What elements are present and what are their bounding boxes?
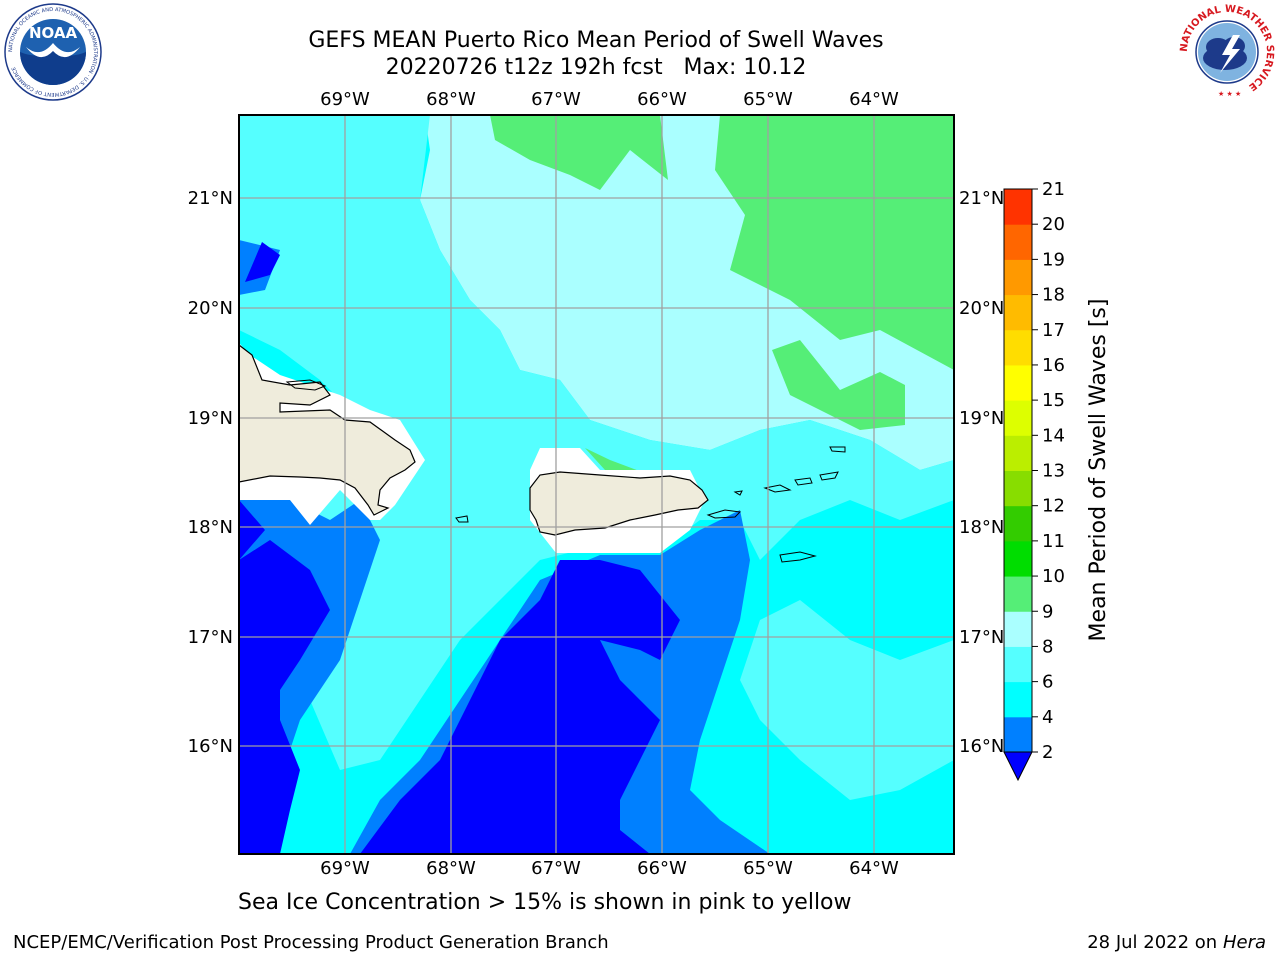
lon-label-top: 67°W: [531, 89, 581, 110]
contour-6-8-region: [740, 600, 954, 800]
colorbar-segment: [1004, 435, 1032, 471]
colorbar-tick-label: 21: [1042, 179, 1065, 200]
hispaniola-land: [238, 343, 416, 516]
colorbar-segment: [1004, 364, 1032, 401]
footer-date: 28 Jul 2022 on Hera: [1087, 932, 1266, 953]
footer-date-text: 28 Jul 2022 on: [1087, 932, 1223, 953]
colorbar-segment: [1004, 611, 1032, 647]
graticule: [239, 115, 954, 854]
colorbar-segment: [1004, 224, 1032, 260]
colorbar-segment: [1004, 189, 1032, 225]
lat-label-right: 16°N: [959, 736, 1004, 757]
lon-label-top: 64°W: [849, 89, 899, 110]
colorbar-segment: [1004, 259, 1032, 296]
contour-fills: [239, 115, 954, 854]
lon-label-bottom: 66°W: [637, 858, 687, 879]
colorbar-segment: [1004, 716, 1032, 753]
colorbar-extension: [1003, 751, 1033, 782]
colorbar-segment: [1004, 470, 1032, 507]
colorbar-label: Mean Period of Swell Waves [s]: [1086, 299, 1111, 642]
map-frame: [238, 114, 955, 855]
colorbar-tick-label: 6: [1042, 672, 1053, 693]
lon-label-bottom: 69°W: [320, 858, 370, 879]
lon-label-bottom: 67°W: [531, 858, 581, 879]
colorbar-segment: [1004, 505, 1032, 542]
lat-label-left: 17°N: [188, 627, 233, 648]
colorbar-segment: [1004, 400, 1032, 436]
contour-9-10-region: [585, 448, 650, 475]
lon-label-bottom: 64°W: [849, 858, 899, 879]
lat-label-right: 21°N: [959, 188, 1004, 209]
lat-label-left: 20°N: [188, 298, 233, 319]
colorbar-segment: [1004, 576, 1032, 612]
colorbar-segment: [1004, 681, 1032, 718]
lon-label-bottom: 65°W: [743, 858, 793, 879]
small-islands: [285, 379, 846, 563]
lon-label-top: 65°W: [743, 89, 793, 110]
chart-title-line1: GEFS MEAN Puerto Rico Mean Period of Swe…: [308, 28, 884, 53]
colorbar-tick-label: 20: [1042, 214, 1065, 235]
svg-text:★ ★ ★: ★ ★ ★: [1218, 90, 1241, 98]
contour-9-10-region: [490, 115, 668, 190]
colorbar-ticks: 2 4 6 8 9 10 11 12 13 14 15 16 17 18 19 20 21: [1032, 179, 1065, 763]
contour-2-4-region: [360, 560, 680, 854]
lat-label-right: 19°N: [959, 408, 1004, 429]
lon-label-top: 69°W: [320, 89, 370, 110]
colorbar-tick-label: 11: [1042, 531, 1065, 552]
lon-label-bottom: 68°W: [426, 858, 476, 879]
lat-label-right: 17°N: [959, 627, 1004, 648]
colorbar-segment: [1004, 329, 1032, 366]
footer-machine: Hera: [1222, 932, 1266, 953]
colorbar-tick-label: 12: [1042, 496, 1065, 517]
colorbar-tick-label: 17: [1042, 320, 1065, 341]
colorbar-segment: [1004, 540, 1032, 577]
lat-label-left: 21°N: [188, 188, 233, 209]
noaa-logo: NATIONAL OCEANIC AND ATMOSPHERIC ADMINIS…: [4, 3, 102, 101]
lat-label-right: 18°N: [959, 517, 1004, 538]
colorbar-tick-label: 19: [1042, 249, 1065, 270]
colorbar-tick-label: 15: [1042, 390, 1065, 411]
contour-9-10-region: [772, 340, 905, 430]
puerto-rico-land: [529, 471, 709, 536]
colorbar-tick-label: 13: [1042, 461, 1065, 482]
colorbar-segment: [1004, 294, 1032, 331]
colorbar-segment: [1004, 646, 1032, 683]
colorbar-tick-label: 9: [1042, 601, 1053, 622]
contour-2-4-region: [239, 500, 330, 854]
colorbar-tick-label: 18: [1042, 285, 1065, 306]
lat-label-left: 19°N: [188, 408, 233, 429]
contour-9-10-region: [490, 115, 954, 370]
nws-logo: NATIONAL WEATHER SERVICE ★ ★ ★: [1179, 4, 1275, 100]
lat-label-left: 16°N: [188, 736, 233, 757]
footer-credit: NCEP/EMC/Verification Post Processing Pr…: [13, 932, 609, 953]
lon-label-top: 68°W: [426, 89, 476, 110]
land-areas: [238, 343, 709, 553]
colorbar-tick-label: 4: [1042, 707, 1053, 728]
colorbar-tick-label: 10: [1042, 566, 1065, 587]
colorbar-tick-label: 16: [1042, 355, 1065, 376]
svg-text:NOAA: NOAA: [29, 24, 78, 42]
contour-2-4-region: [245, 242, 280, 282]
colorbar-tick-label: 8: [1042, 636, 1053, 657]
chart-title-line2: 20220726 t12z 192h fcst Max: 10.12: [385, 55, 807, 80]
colorbar-segments: [1003, 188, 1033, 782]
lat-label-right: 20°N: [959, 298, 1004, 319]
lon-label-top: 66°W: [637, 89, 687, 110]
lat-label-left: 18°N: [188, 517, 233, 538]
contour-6-8-region: [239, 115, 954, 770]
colorbar-tick-label: 2: [1042, 742, 1053, 763]
colorbar-tick-label: 14: [1042, 425, 1065, 446]
sea-ice-caption: Sea Ice Concentration > 15% is shown in …: [238, 890, 852, 915]
